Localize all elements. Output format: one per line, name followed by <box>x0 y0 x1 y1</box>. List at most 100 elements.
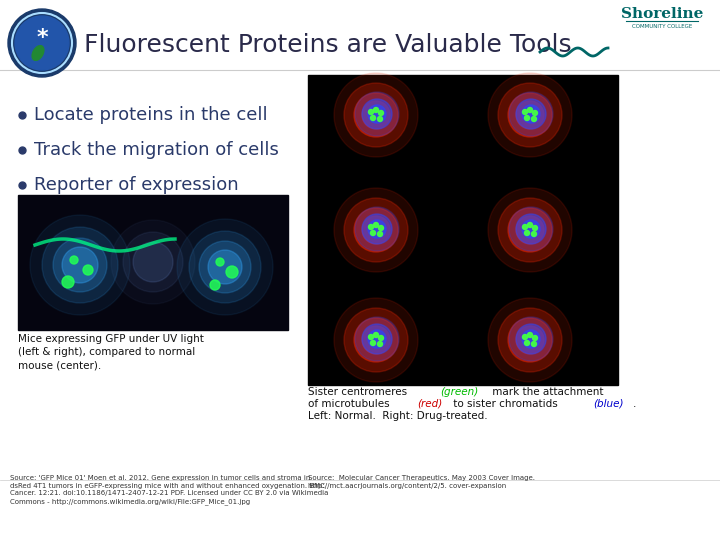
Circle shape <box>377 117 382 122</box>
Circle shape <box>509 317 553 361</box>
Circle shape <box>528 333 533 338</box>
Text: (green): (green) <box>440 387 478 397</box>
Circle shape <box>362 101 390 129</box>
Circle shape <box>53 238 107 292</box>
Circle shape <box>42 227 118 303</box>
Circle shape <box>488 73 572 157</box>
Circle shape <box>522 105 540 123</box>
Text: Locate proteins in the cell: Locate proteins in the cell <box>34 106 268 124</box>
Circle shape <box>374 333 379 338</box>
Circle shape <box>533 335 538 341</box>
Circle shape <box>354 318 398 362</box>
Circle shape <box>216 258 224 266</box>
Text: COMMUNITY COLLEGE: COMMUNITY COLLEGE <box>632 24 692 29</box>
Circle shape <box>334 73 418 157</box>
Circle shape <box>488 298 572 382</box>
Circle shape <box>533 226 538 231</box>
Circle shape <box>354 93 398 137</box>
Circle shape <box>355 317 399 361</box>
Circle shape <box>362 324 392 354</box>
Circle shape <box>531 117 536 122</box>
Circle shape <box>509 92 553 136</box>
Circle shape <box>516 324 546 354</box>
Circle shape <box>508 318 552 362</box>
Circle shape <box>83 265 93 275</box>
Circle shape <box>377 341 382 347</box>
Circle shape <box>508 208 552 252</box>
Circle shape <box>354 208 398 252</box>
Circle shape <box>379 335 384 341</box>
Circle shape <box>523 110 528 114</box>
Text: Shoreline: Shoreline <box>621 7 703 21</box>
Circle shape <box>226 266 238 278</box>
Circle shape <box>369 334 374 340</box>
Circle shape <box>379 226 384 231</box>
Circle shape <box>199 241 251 293</box>
Circle shape <box>377 232 382 237</box>
Circle shape <box>516 326 544 354</box>
Circle shape <box>531 341 536 347</box>
Circle shape <box>362 326 390 354</box>
Circle shape <box>362 216 390 244</box>
Circle shape <box>368 220 386 238</box>
Circle shape <box>509 207 553 251</box>
Ellipse shape <box>32 46 44 60</box>
Circle shape <box>533 111 538 116</box>
Circle shape <box>516 99 546 129</box>
Circle shape <box>334 188 418 272</box>
Circle shape <box>344 308 408 372</box>
Circle shape <box>355 92 399 136</box>
Circle shape <box>371 231 376 235</box>
Circle shape <box>371 116 376 120</box>
Circle shape <box>531 232 536 237</box>
Circle shape <box>524 116 529 120</box>
Circle shape <box>208 250 242 284</box>
Circle shape <box>369 225 374 230</box>
Text: of microtubules: of microtubules <box>308 399 393 409</box>
Circle shape <box>374 222 379 227</box>
Circle shape <box>508 93 552 137</box>
Circle shape <box>189 231 261 303</box>
Circle shape <box>528 107 533 112</box>
Text: Source: 'GFP Mice 01' Moen et al. 2012. Gene expression in tumor cells and strom: Source: 'GFP Mice 01' Moen et al. 2012. … <box>10 475 328 505</box>
Circle shape <box>516 101 544 129</box>
Bar <box>308 75 618 385</box>
Circle shape <box>524 231 529 235</box>
Circle shape <box>111 220 195 304</box>
Text: mark the attachment: mark the attachment <box>490 387 604 397</box>
Circle shape <box>498 83 562 147</box>
Text: Mice expressing GFP under UV light
(left & right), compared to normal
mouse (cen: Mice expressing GFP under UV light (left… <box>18 334 204 370</box>
Circle shape <box>62 276 74 288</box>
Circle shape <box>488 188 572 272</box>
Circle shape <box>379 111 384 116</box>
Circle shape <box>15 16 69 70</box>
Circle shape <box>362 214 392 244</box>
Circle shape <box>344 198 408 262</box>
Circle shape <box>498 198 562 262</box>
Circle shape <box>374 107 379 112</box>
Text: Fluorescent Proteins are Valuable Tools: Fluorescent Proteins are Valuable Tools <box>84 33 572 57</box>
Circle shape <box>362 99 392 129</box>
Text: (red): (red) <box>418 399 443 409</box>
Text: Track the migration of cells: Track the migration of cells <box>34 141 279 159</box>
Text: Sister centromeres: Sister centromeres <box>308 387 410 397</box>
Circle shape <box>344 83 408 147</box>
Circle shape <box>334 298 418 382</box>
Circle shape <box>133 242 173 282</box>
Circle shape <box>516 216 544 244</box>
Text: .: . <box>633 399 636 409</box>
Circle shape <box>123 232 183 292</box>
Circle shape <box>62 247 98 283</box>
Circle shape <box>355 207 399 251</box>
Circle shape <box>498 308 562 372</box>
Circle shape <box>177 219 273 315</box>
Circle shape <box>528 222 533 227</box>
Circle shape <box>8 9 76 77</box>
Circle shape <box>523 334 528 340</box>
Text: *: * <box>36 28 48 48</box>
Text: Left: Normal.  Right: Drug-treated.: Left: Normal. Right: Drug-treated. <box>308 411 487 421</box>
Circle shape <box>368 330 386 348</box>
Bar <box>18 195 288 330</box>
Circle shape <box>516 214 546 244</box>
Circle shape <box>522 220 540 238</box>
